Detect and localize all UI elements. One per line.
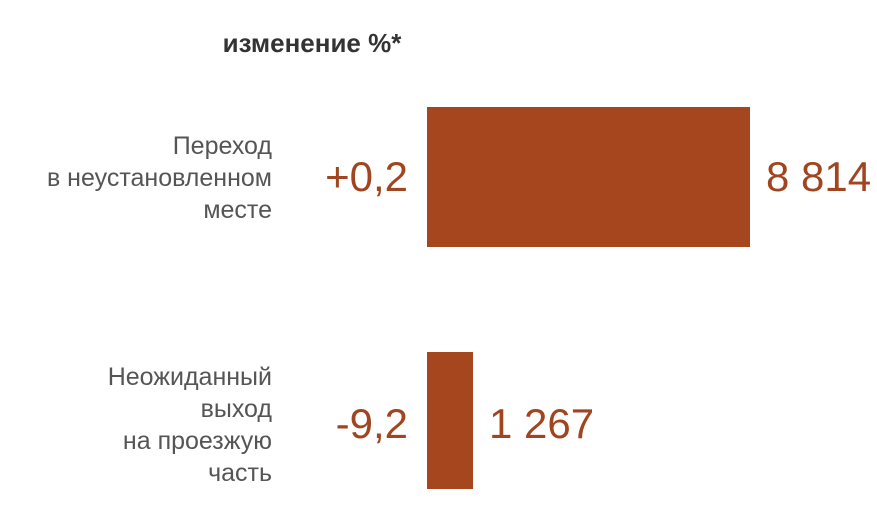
change-label: -9,2 bbox=[336, 400, 408, 447]
value-label: 8 814 bbox=[766, 153, 871, 200]
category-label-line: месте bbox=[203, 196, 272, 224]
category-label-line: Переход bbox=[173, 132, 273, 160]
category-label: Неожиданный выход на проезжую часть bbox=[108, 363, 273, 487]
change-label: +0,2 bbox=[325, 153, 408, 200]
bar bbox=[427, 107, 750, 247]
category-label-line: выход bbox=[201, 395, 273, 423]
category-label-line: на проезжую bbox=[123, 427, 272, 455]
chart-rows: Переход в неустановленном месте +0,2 8 814 Не… bbox=[47, 107, 871, 489]
category-label-line: Неожиданный bbox=[108, 363, 272, 391]
column-header: изменение %* bbox=[223, 28, 403, 58]
category-label-line: часть bbox=[208, 459, 272, 487]
value-label: 1 267 bbox=[489, 400, 594, 447]
category-label: Переход в неустановленном месте bbox=[47, 132, 272, 224]
bar bbox=[427, 352, 473, 489]
category-label-line: в неустановленном bbox=[47, 164, 272, 192]
